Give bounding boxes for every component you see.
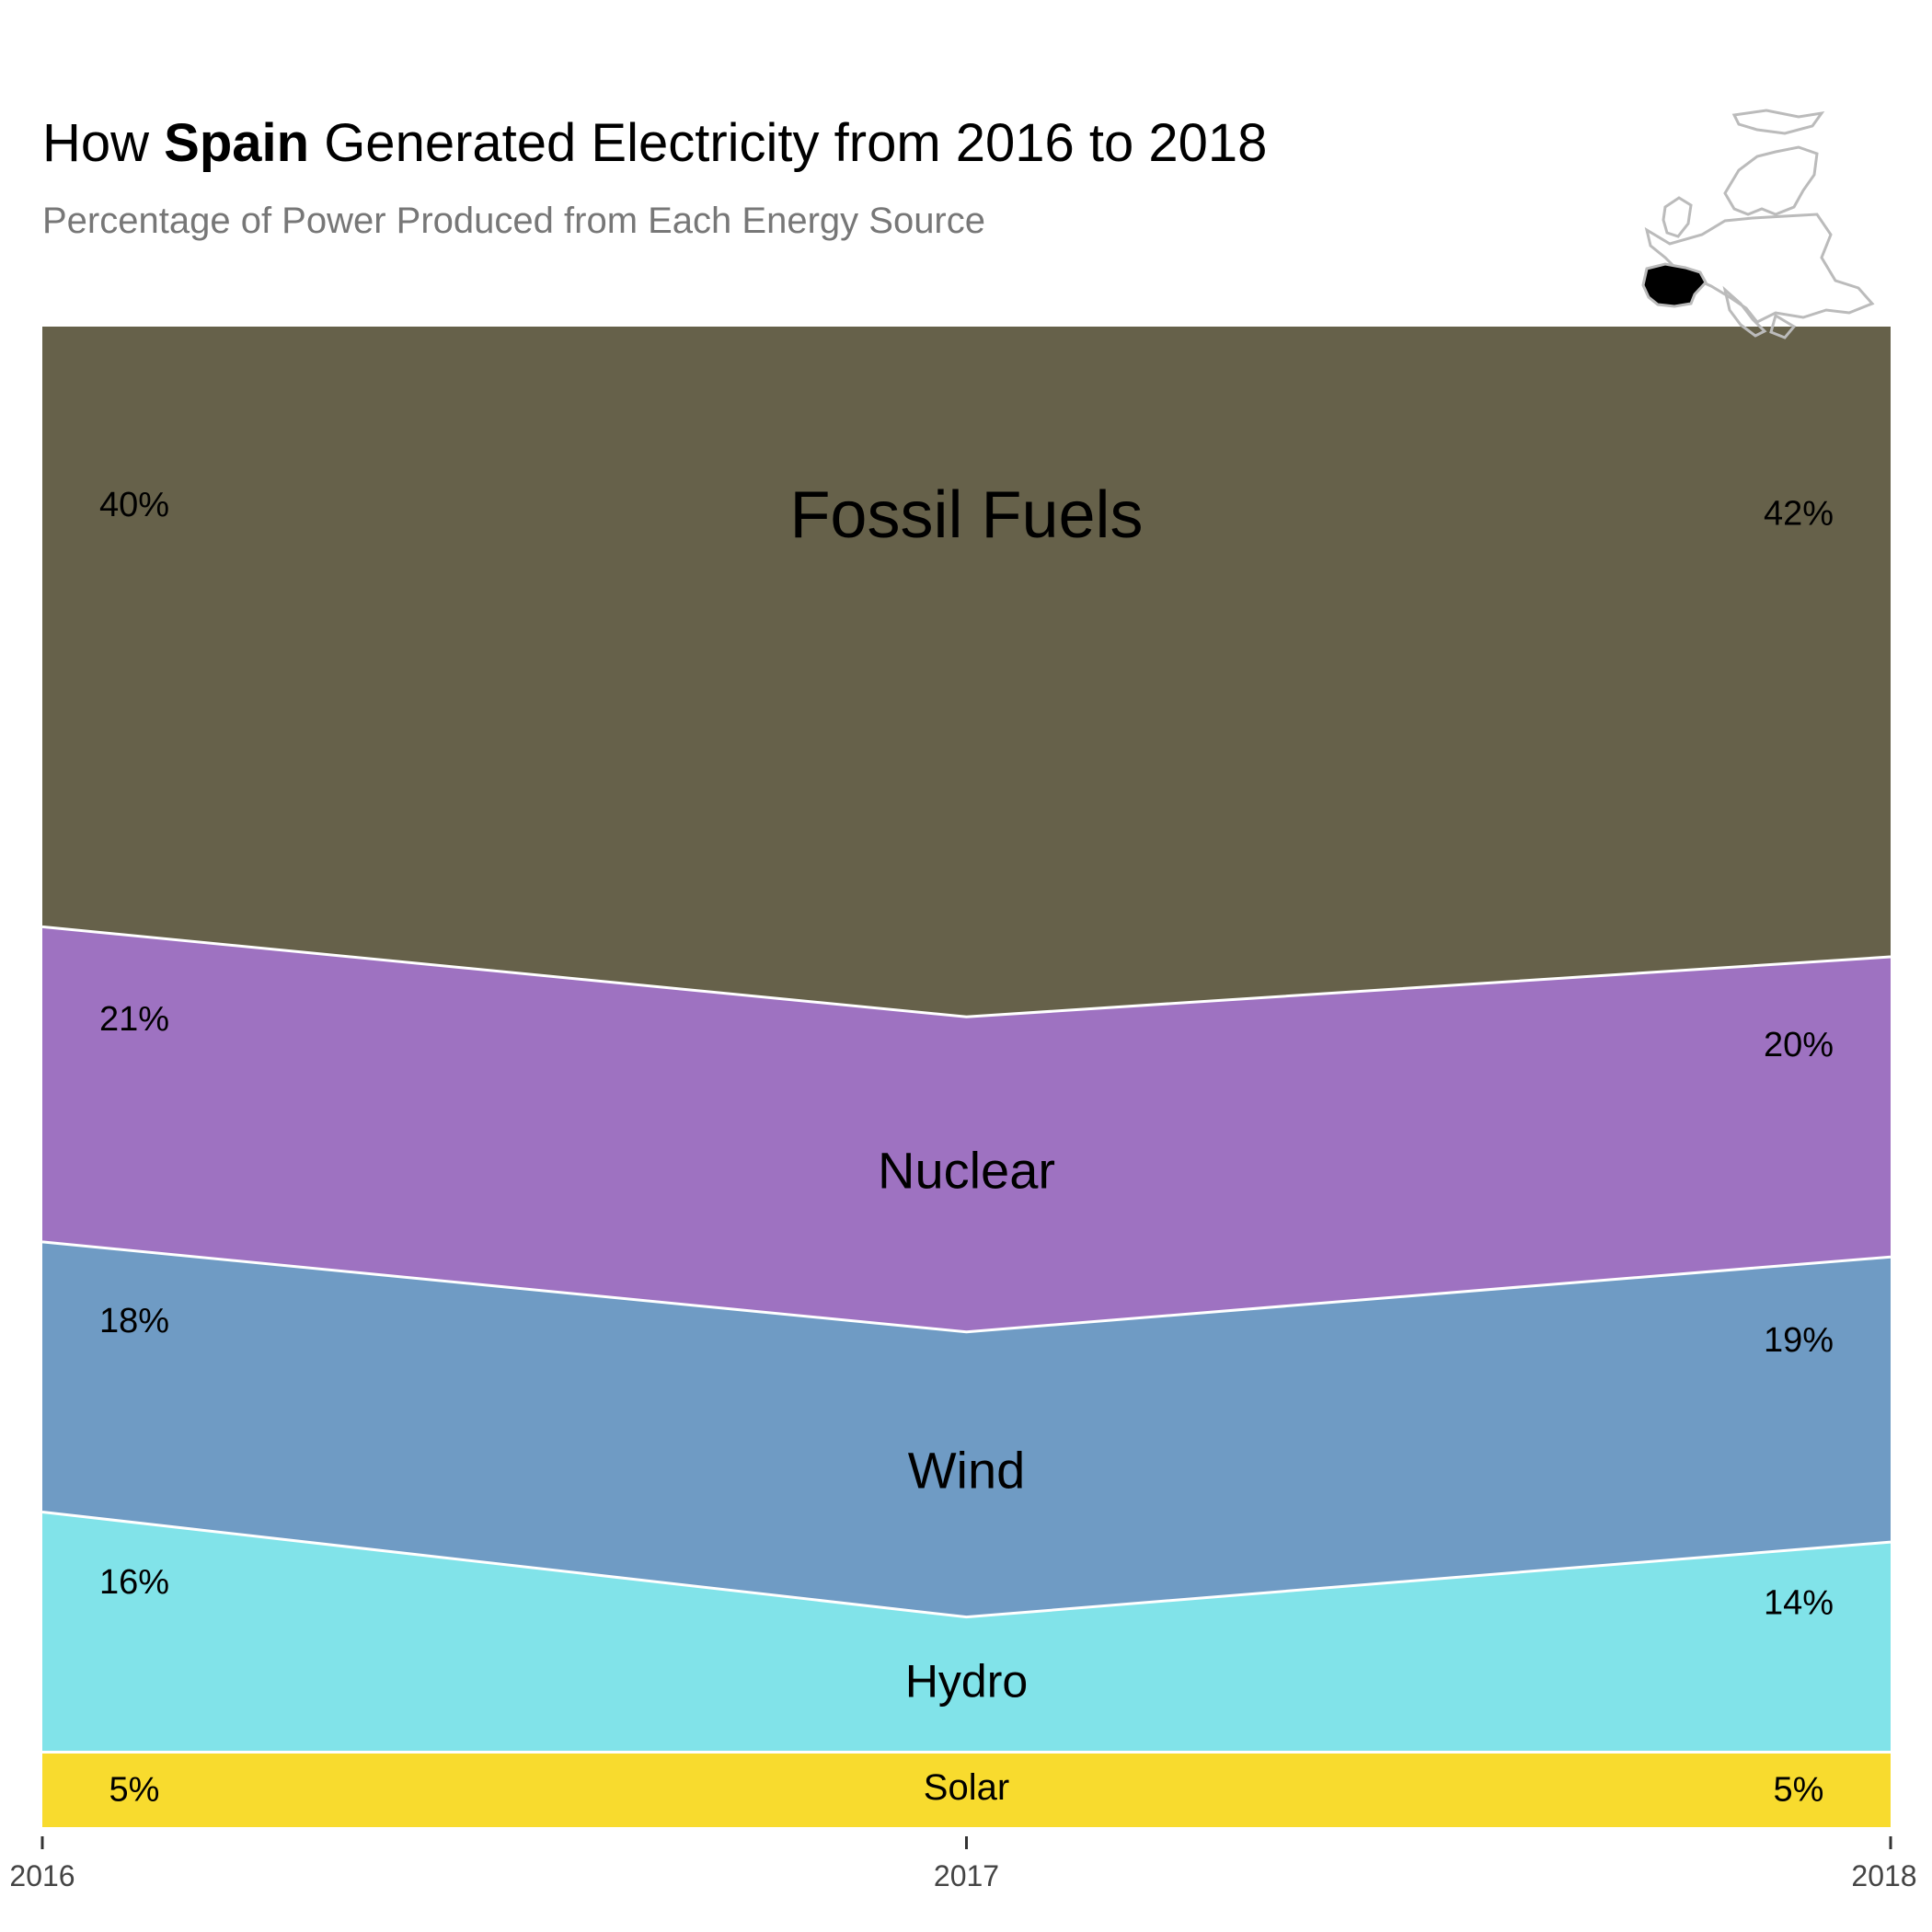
chart-title: How Spain Generated Electricity from 201… bbox=[42, 112, 1267, 174]
x-tick-label-2016: 2016 bbox=[9, 1859, 75, 1892]
stacked-areas bbox=[41, 327, 1892, 1827]
map-norway-sweden bbox=[1723, 145, 1819, 216]
x-tick-label-2017: 2017 bbox=[934, 1859, 999, 1892]
series-label-hydro: Hydro bbox=[905, 1655, 1028, 1707]
value-label-solar-2016: 5% bbox=[109, 1770, 160, 1809]
series-label-fossil-fuels: Fossil Fuels bbox=[789, 478, 1143, 552]
series-label-wind: Wind bbox=[908, 1442, 1026, 1500]
area-nuclear bbox=[42, 926, 1891, 1332]
area-wind bbox=[42, 1241, 1891, 1617]
area-hydro bbox=[42, 1512, 1891, 1753]
value-label-hydro-2018: 14% bbox=[1764, 1584, 1834, 1623]
value-label-hydro-2016: 16% bbox=[99, 1563, 169, 1602]
map-british-isles bbox=[1662, 196, 1693, 238]
map-italy-balkans bbox=[1722, 285, 1797, 339]
x-tick-label-2018: 2018 bbox=[1851, 1859, 1916, 1892]
series-label-nuclear: Nuclear bbox=[878, 1141, 1055, 1199]
europe-inset-map bbox=[1641, 109, 1875, 339]
value-label-solar-2018: 5% bbox=[1774, 1770, 1824, 1809]
title-prefix: How bbox=[42, 113, 165, 173]
series-label-solar: Solar bbox=[924, 1767, 1009, 1808]
map-scandinavia bbox=[1731, 109, 1825, 135]
chart-subtitle: Percentage of Power Produced from Each E… bbox=[42, 201, 985, 241]
value-label-nuclear-2018: 20% bbox=[1764, 1026, 1834, 1064]
value-label-fossil-fuels-2016: 40% bbox=[99, 486, 169, 524]
separator-nuclear bbox=[41, 925, 1892, 1018]
separator-hydro bbox=[41, 1510, 1892, 1619]
x-axis: 2016 2017 2018 bbox=[9, 1836, 1917, 1892]
value-label-nuclear-2016: 21% bbox=[99, 1000, 169, 1039]
title-country: Spain bbox=[164, 113, 310, 173]
value-label-fossil-fuels-2018: 42% bbox=[1764, 495, 1834, 534]
value-label-wind-2018: 19% bbox=[1764, 1321, 1834, 1360]
area-fossil-fuels bbox=[42, 327, 1891, 1018]
separator-wind bbox=[41, 1240, 1892, 1334]
value-labels: 5% 5% Solar 16% 14% Hydro 18% 19% Wind 21% 20% Nucl… bbox=[99, 478, 1834, 1809]
title-suffix: Generated Electricity from 2016 to 2018 bbox=[309, 113, 1268, 173]
value-label-wind-2016: 18% bbox=[99, 1302, 169, 1340]
area-solar bbox=[42, 1752, 1891, 1827]
map-spain bbox=[1641, 262, 1708, 308]
